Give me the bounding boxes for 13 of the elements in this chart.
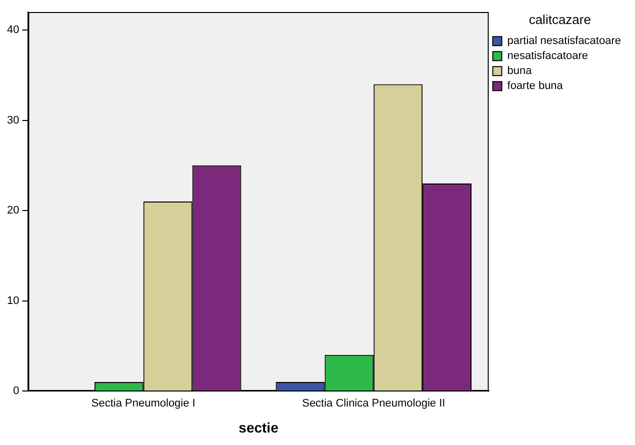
legend-label: nesatisfacatoare xyxy=(507,50,588,62)
y-tick-label: 20 xyxy=(6,204,20,217)
x-tick-label: Sectia Clinica Pneumologie II xyxy=(302,398,446,410)
legend-label: partial nesatisfacatoare xyxy=(507,35,621,48)
legend-label: foarte buna xyxy=(507,80,564,92)
legend-title: calitcazare xyxy=(528,12,591,28)
y-tick-label: 40 xyxy=(6,24,20,36)
legend-label: buna xyxy=(507,65,533,78)
y-tick-label: 10 xyxy=(6,294,20,307)
x-tick-label: Sectia Pneumologie I xyxy=(91,398,196,410)
y-tick-label: 30 xyxy=(6,114,20,126)
x-axis-title: sectie xyxy=(238,419,279,436)
y-tick-label: 0 xyxy=(13,385,20,398)
